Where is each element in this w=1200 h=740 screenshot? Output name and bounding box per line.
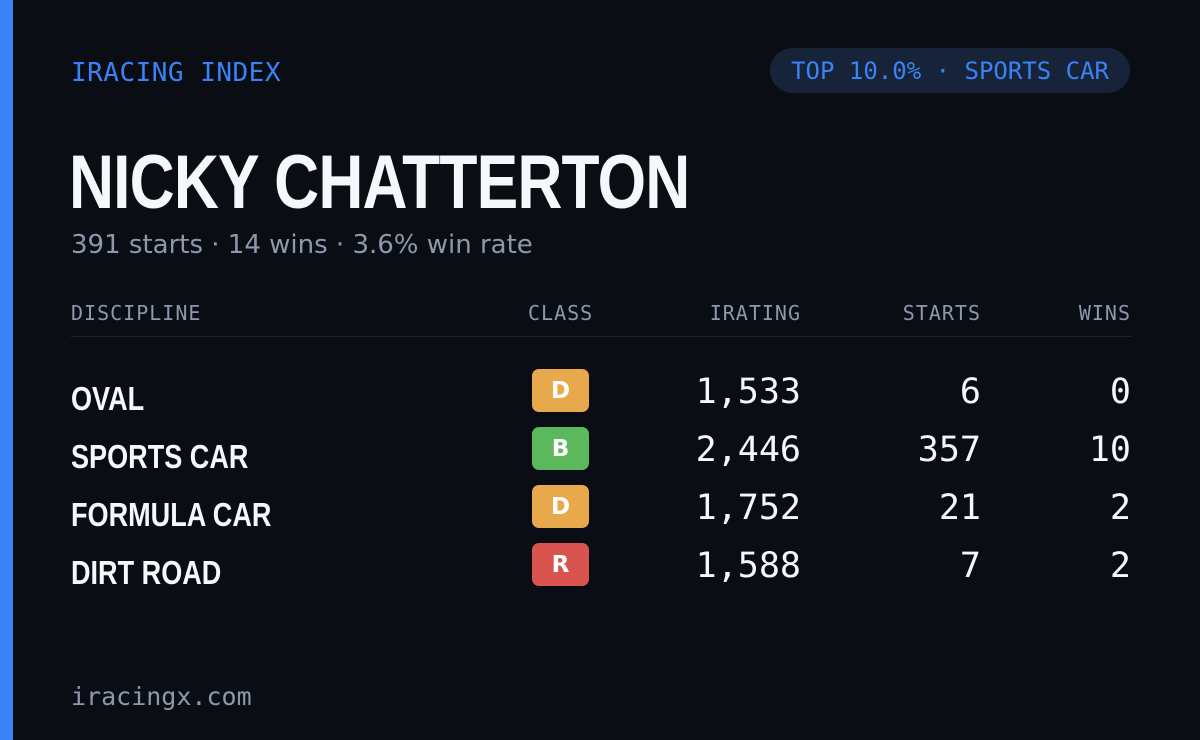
starts-value: 21 [938, 488, 981, 528]
table-header: DISCIPLINE CLASS IRATING STARTS WINS [71, 296, 1131, 337]
irating-value: 1,588 [695, 546, 801, 586]
rank-badge: TOP 10.0% · SPORTS CAR [770, 48, 1130, 93]
column-header-discipline: DISCIPLINE [71, 301, 202, 325]
table-row: OVAL D 1,533 6 0 [71, 369, 1131, 427]
license-class-badge: B [532, 427, 589, 470]
discipline-name: FORMULA CAR [71, 496, 272, 533]
wins-value: 2 [1109, 546, 1131, 586]
license-class-badge: D [532, 485, 589, 528]
table-body: OVAL D 1,533 6 0 SPORTS CAR B 2,446 357 … [71, 337, 1131, 601]
column-header-wins: WINS [1078, 301, 1131, 325]
column-header-class: CLASS [528, 301, 594, 325]
table-row: SPORTS CAR B 2,446 357 10 [71, 427, 1131, 485]
column-header-starts: STARTS [902, 301, 981, 325]
wins-value: 2 [1109, 488, 1131, 528]
discipline-name: OVAL [71, 380, 145, 417]
irating-value: 1,533 [695, 372, 801, 412]
starts-value: 7 [959, 546, 981, 586]
wins-value: 0 [1109, 372, 1131, 412]
site-url[interactable]: iracingx.com [71, 682, 252, 711]
wins-value: 10 [1088, 430, 1131, 470]
discipline-name: DIRT ROAD [71, 554, 222, 591]
driver-summary: 391 starts · 14 wins · 3.6% win rate [71, 230, 533, 260]
starts-value: 357 [917, 430, 981, 470]
column-header-irating: IRATING [709, 301, 801, 325]
driver-name: NICKY CHATTERTON [69, 140, 690, 225]
accent-bar [0, 0, 13, 740]
brand-title: IRACING INDEX [71, 58, 281, 88]
irating-value: 1,752 [695, 488, 801, 528]
table-row: DIRT ROAD R 1,588 7 2 [71, 543, 1131, 601]
table-row: FORMULA CAR D 1,752 21 2 [71, 485, 1131, 543]
discipline-table: DISCIPLINE CLASS IRATING STARTS WINS OVA… [71, 296, 1131, 601]
starts-value: 6 [959, 372, 981, 412]
discipline-name: SPORTS CAR [71, 438, 249, 475]
license-class-badge: D [532, 369, 589, 412]
irating-value: 2,446 [695, 430, 801, 470]
license-class-badge: R [532, 543, 589, 586]
